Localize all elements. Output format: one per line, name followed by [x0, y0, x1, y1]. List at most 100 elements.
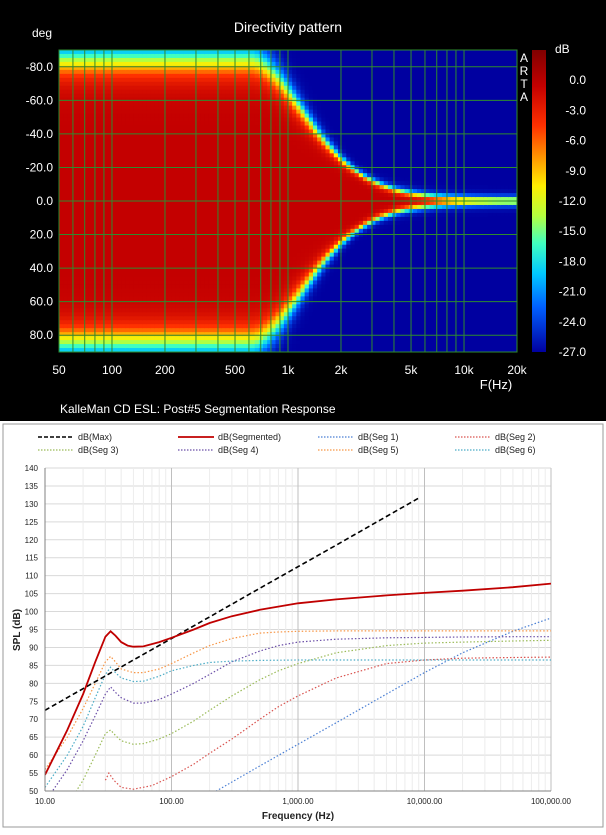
heatmap-cell — [83, 224, 89, 230]
heatmap-cell — [138, 216, 143, 222]
heatmap-cell — [279, 181, 285, 186]
heatmap-cell — [325, 268, 331, 274]
heatmap-cell — [100, 252, 106, 258]
heatmap-cell — [200, 73, 206, 79]
heatmap-cell — [179, 149, 185, 154]
heatmap-cell — [167, 284, 173, 290]
heatmap-cell — [183, 260, 189, 266]
heatmap-cell — [108, 232, 114, 238]
heatmap-cell — [229, 157, 235, 162]
heatmap-cell — [271, 153, 277, 158]
heatmap-cell — [88, 61, 93, 67]
heatmap-cell — [83, 324, 89, 329]
heatmap-cell — [300, 308, 306, 313]
heatmap-cell — [154, 304, 160, 309]
heatmap-cell — [308, 220, 314, 226]
heatmap-cell — [192, 133, 197, 139]
heatmap-cell — [133, 252, 139, 258]
heatmap-cell — [225, 336, 231, 341]
heatmap-cell — [196, 50, 202, 55]
heatmap-cell — [125, 77, 131, 83]
heatmap-cell — [217, 240, 222, 246]
heatmap-cell — [59, 348, 64, 352]
heatmap-cell — [125, 268, 131, 274]
heatmap-cell — [75, 113, 81, 119]
heatmap-cell — [63, 173, 68, 178]
heatmap-cell — [121, 280, 127, 286]
heatmap-cell — [158, 328, 164, 333]
heatmap-cell — [171, 157, 177, 162]
heatmap-cell — [150, 145, 156, 150]
heatmap-cell — [88, 201, 93, 206]
heatmap-cell — [229, 344, 235, 349]
heatmap-cell — [142, 284, 148, 290]
heatmap-cell — [125, 145, 131, 150]
heatmap-cell — [229, 177, 235, 182]
heatmap-cell — [171, 201, 177, 206]
heatmap-cell — [196, 81, 202, 87]
heatmap-cell — [321, 85, 327, 91]
heatmap-cell — [283, 208, 289, 214]
heatmap-cell — [283, 240, 289, 246]
heatmap-cell — [238, 264, 243, 270]
heatmap-cell — [300, 69, 306, 75]
heatmap-cell — [200, 157, 206, 162]
heatmap-cell — [59, 125, 64, 131]
heatmap-cell — [59, 173, 64, 178]
heatmap-cell — [263, 300, 268, 305]
heatmap-cell — [225, 137, 231, 142]
heatmap-cell — [129, 65, 135, 71]
heatmap-cell — [271, 280, 277, 286]
heatmap-cell — [154, 121, 160, 127]
heatmap-cell — [158, 57, 164, 63]
heatmap-cell — [229, 53, 235, 59]
heatmap-cell — [325, 57, 331, 63]
heatmap-cell — [304, 121, 310, 127]
heatmap-cell — [192, 336, 197, 341]
heatmap-cell — [79, 153, 85, 158]
heatmap-cell — [146, 336, 152, 341]
heatmap-cell — [250, 256, 256, 262]
heatmap-cell — [71, 173, 77, 178]
heatmap-cell — [312, 340, 318, 345]
heatmap-cell — [179, 284, 185, 290]
heatmap-cell — [146, 105, 152, 111]
heatmap-cell — [121, 292, 127, 297]
heatmap-cell — [125, 224, 131, 230]
heatmap-cell — [250, 105, 256, 111]
heatmap-cell — [59, 272, 64, 278]
heatmap-cell — [238, 133, 243, 139]
heatmap-cell — [283, 53, 289, 59]
heatmap-cell — [96, 304, 102, 309]
heatmap-cell — [312, 332, 318, 337]
heatmap-cell — [200, 153, 206, 158]
heatmap-cell — [175, 149, 181, 154]
heatmap-cell — [250, 332, 256, 337]
heatmap-cell — [283, 81, 289, 87]
heatmap-cell — [188, 312, 193, 317]
heatmap-cell — [125, 248, 131, 254]
heatmap-cell — [304, 232, 310, 238]
heatmap-cell — [275, 324, 281, 329]
heatmap-cell — [317, 201, 322, 206]
heatmap-cell — [267, 204, 272, 210]
heatmap-cell — [100, 189, 106, 194]
heatmap-cell — [300, 268, 306, 274]
heatmap-cell — [79, 53, 85, 59]
heatmap-cell — [308, 161, 314, 166]
heatmap-cell — [229, 220, 235, 226]
heatmap-cell — [100, 264, 106, 270]
heatmap-cell — [175, 145, 181, 150]
heatmap-cell — [100, 248, 106, 254]
heatmap-cell — [138, 292, 143, 297]
heatmap-cell — [71, 145, 77, 150]
heatmap-cell — [275, 256, 281, 262]
heatmap-cell — [300, 113, 306, 119]
heatmap-cell — [100, 57, 106, 63]
heatmap-cell — [200, 288, 206, 293]
heatmap-cell — [96, 260, 102, 266]
heatmap-cell — [88, 185, 93, 190]
heatmap-cell — [104, 224, 110, 230]
heatmap-cell — [229, 181, 235, 186]
heatmap-cell — [108, 61, 114, 67]
